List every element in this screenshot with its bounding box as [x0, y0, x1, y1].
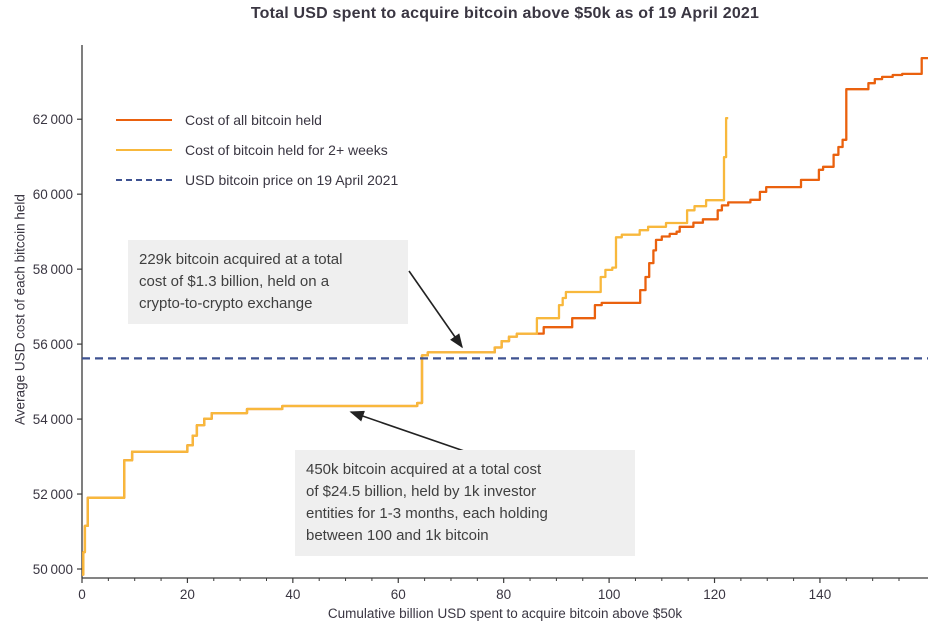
- annotation-arrow: [349, 410, 468, 453]
- legend-line-dashed: [116, 179, 172, 181]
- annotation-line: of $24.5 billion, held by 1k investor: [306, 483, 537, 500]
- x-tick-label: 80: [496, 587, 511, 602]
- x-tick-label: 20: [180, 587, 195, 602]
- x-tick-label: 60: [391, 587, 406, 602]
- annotation-line: entities for 1-3 months, each holding: [306, 505, 548, 522]
- y-tick-label: 50 000: [33, 562, 73, 577]
- legend-line-orange: [116, 119, 172, 121]
- x-tick-label: 120: [703, 587, 726, 602]
- annotation-line: 229k bitcoin acquired at a total: [139, 251, 343, 268]
- annotation-arrow: [408, 270, 463, 349]
- annotation-line: cost of $1.3 billion, held on a: [139, 273, 330, 290]
- y-tick-label: 52 000: [33, 487, 73, 502]
- y-tick-label: 56 000: [33, 337, 73, 352]
- x-tick-label: 40: [285, 587, 300, 602]
- annotation-229k-box: 229k bitcoin acquired at a total cost of…: [128, 240, 408, 324]
- legend-item-price-line: USD bitcoin price on 19 April 2021: [116, 165, 398, 195]
- legend-label: USD bitcoin price on 19 April 2021: [185, 172, 399, 188]
- y-tick-label: 54 000: [33, 412, 73, 427]
- legend: Cost of all bitcoin held Cost of bitcoin…: [116, 105, 398, 195]
- x-tick-label: 0: [78, 587, 86, 602]
- legend-label: Cost of bitcoin held for 2+ weeks: [185, 142, 388, 158]
- x-axis-label: Cumulative billion USD spent to acquire …: [327, 606, 683, 621]
- legend-label: Cost of all bitcoin held: [185, 112, 322, 128]
- legend-item-2plus-weeks: Cost of bitcoin held for 2+ weeks: [116, 135, 398, 165]
- legend-item-all-bitcoin: Cost of all bitcoin held: [116, 105, 398, 135]
- y-tick-label: 60 000: [33, 187, 73, 202]
- annotation-line: between 100 and 1k bitcoin: [306, 527, 489, 544]
- annotation-line: crypto-to-crypto exchange: [139, 295, 313, 312]
- x-tick-label: 100: [598, 587, 621, 602]
- series-line-1: [82, 116, 729, 576]
- y-tick-label: 58 000: [33, 262, 73, 277]
- legend-line-yellow: [116, 149, 172, 151]
- annotation-450k-box: 450k bitcoin acquired at a total cost of…: [295, 450, 635, 556]
- annotation-line: 450k bitcoin acquired at a total cost: [306, 461, 542, 478]
- y-tick-label: 62 000: [33, 112, 73, 127]
- x-tick-label: 140: [809, 587, 832, 602]
- chart-title: Total USD spent to acquire bitcoin above…: [250, 5, 760, 22]
- y-axis-label: Average USD cost of each bitcoin held: [12, 194, 28, 425]
